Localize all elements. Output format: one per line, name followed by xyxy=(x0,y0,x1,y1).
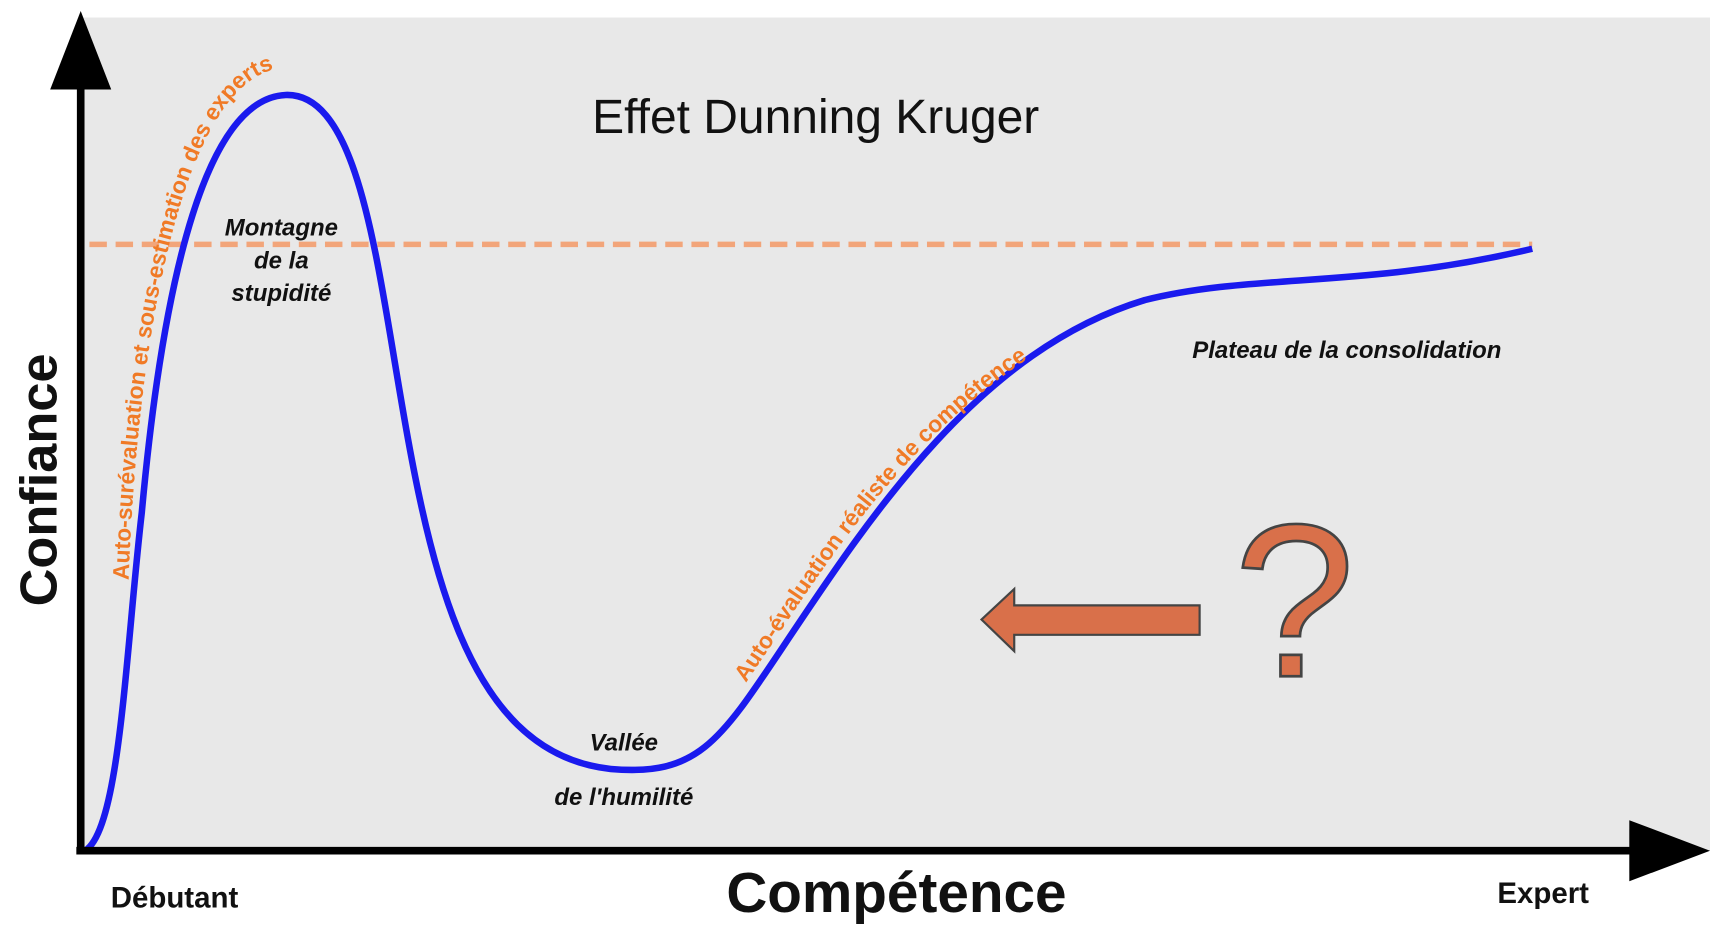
valley-label: de l'humilité xyxy=(554,784,693,811)
plateau-label: Plateau de la consolidation xyxy=(1192,337,1501,364)
peak-label: de la xyxy=(254,247,309,274)
x-axis-label: Compétence xyxy=(726,862,1066,925)
arrow xyxy=(979,586,1201,654)
question-mark: ? xyxy=(1234,480,1355,723)
confidence-curve xyxy=(82,91,1533,854)
x-end-label: Expert xyxy=(1497,877,1589,910)
x-start-label: Débutant xyxy=(111,881,239,914)
y-axis-arrow xyxy=(50,11,112,90)
peak-label: stupidité xyxy=(231,280,331,307)
valley-label: Vallée xyxy=(590,729,658,756)
x-axis-arrow xyxy=(1629,820,1710,882)
title: Effet Dunning Kruger xyxy=(592,91,1039,144)
y-axis-label: Confiance xyxy=(11,353,69,606)
plot-background xyxy=(82,17,1710,851)
peak-label: Montagne xyxy=(225,215,338,242)
